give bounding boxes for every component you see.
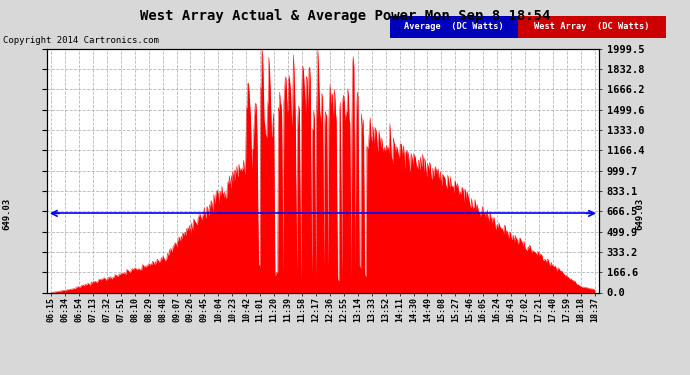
Text: West Array Actual & Average Power Mon Sep 8 18:54: West Array Actual & Average Power Mon Se… bbox=[140, 9, 550, 23]
Text: 649.03: 649.03 bbox=[3, 197, 12, 230]
Text: Average  (DC Watts): Average (DC Watts) bbox=[404, 22, 504, 31]
Text: 649.03: 649.03 bbox=[635, 197, 645, 230]
Text: Copyright 2014 Cartronics.com: Copyright 2014 Cartronics.com bbox=[3, 36, 159, 45]
Text: West Array  (DC Watts): West Array (DC Watts) bbox=[534, 22, 649, 31]
